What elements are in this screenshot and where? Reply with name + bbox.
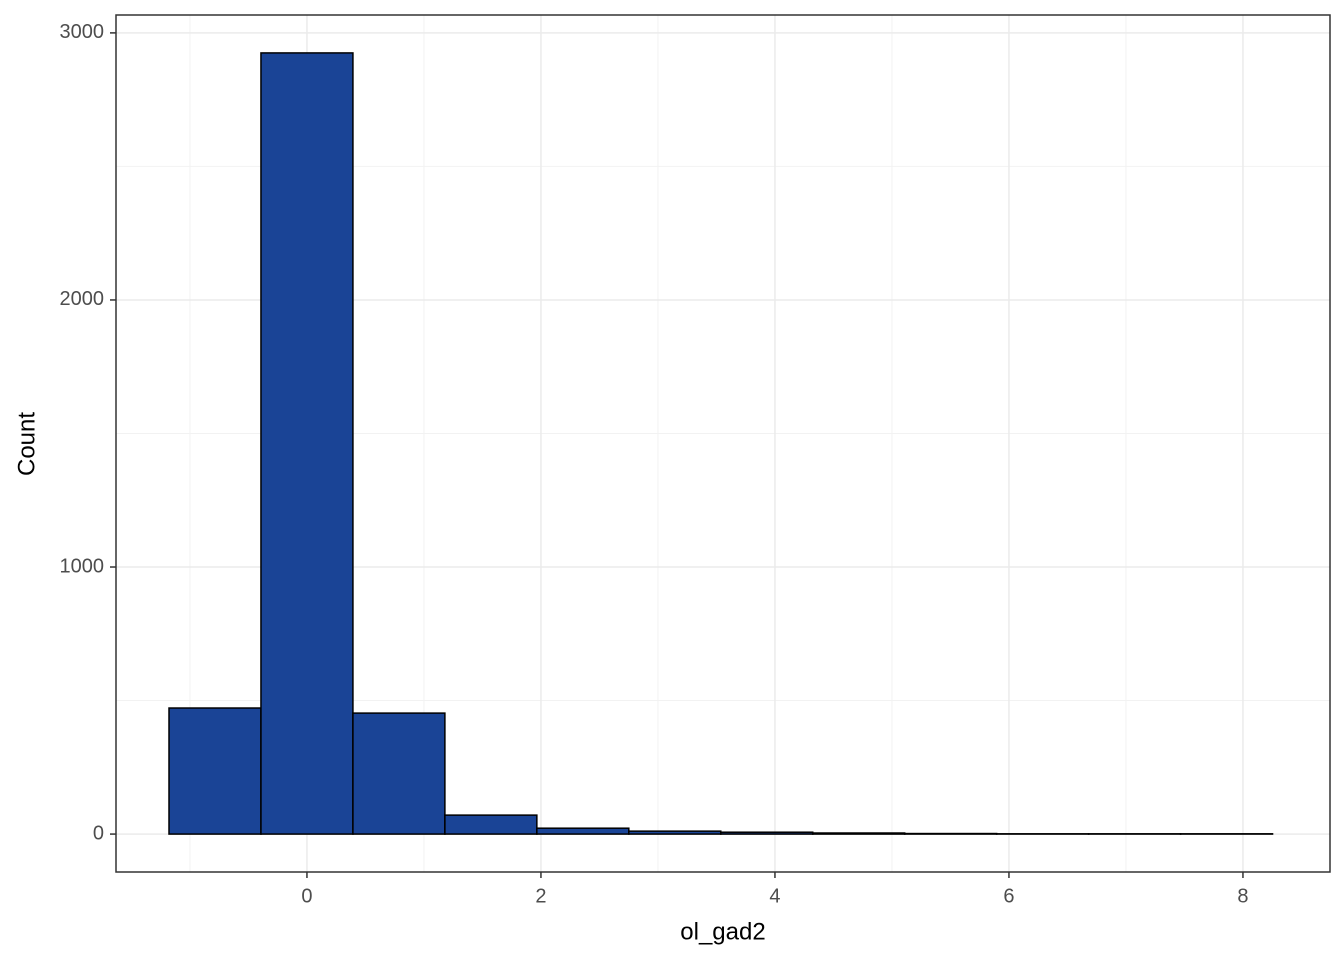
bar — [811, 832, 906, 835]
x-tick-label: 0 — [301, 885, 312, 907]
bar — [260, 52, 354, 835]
y-axis-title: Count — [13, 412, 40, 476]
x-tick-label: 6 — [1003, 885, 1014, 907]
bar — [352, 712, 446, 835]
bar — [628, 830, 722, 835]
y-tick-label: 0 — [93, 822, 104, 844]
bar — [444, 814, 538, 835]
y-tick-label: 1000 — [60, 555, 105, 577]
bar — [903, 832, 998, 835]
x-axis-title: ol_gad2 — [680, 918, 765, 945]
panel-border — [115, 14, 1331, 873]
y-tick-label: 3000 — [60, 21, 105, 43]
bar — [536, 827, 630, 835]
bar — [720, 831, 814, 835]
x-tick-label: 2 — [535, 885, 546, 907]
x-tick-label: 4 — [769, 885, 780, 907]
bar — [168, 707, 262, 835]
x-tick-label: 8 — [1237, 885, 1248, 907]
y-tick-label: 2000 — [60, 288, 105, 310]
